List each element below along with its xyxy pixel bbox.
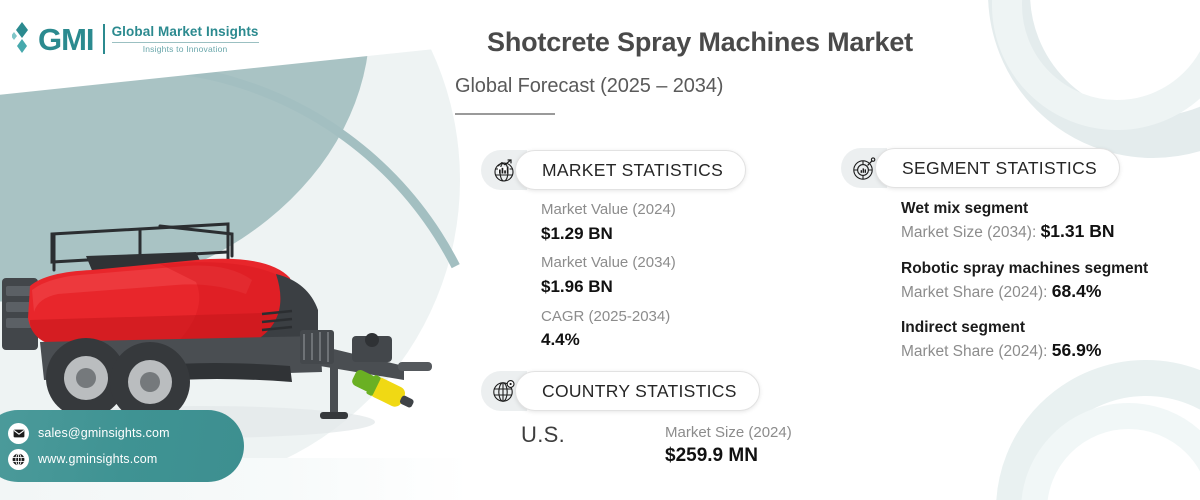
segment-metric-value: 68.4% [1051,280,1102,301]
logo-company-name: Global Market Insights [111,24,259,40]
country-statistics-badge: COUNTRY STATISTICS [481,371,760,411]
segment-item: Indirect segment Market Share (2024): 56… [901,318,1191,364]
market-statistics-label: MARKET STATISTICS [542,159,724,180]
segment-metric-value: 56.9% [1051,340,1102,361]
header-block: Shotcrete Spray Machines Market Global F… [455,27,1155,115]
country-metric-label: Market Size (2024) [665,424,792,441]
segment-metric-label: Market Share (2024): [901,343,1048,361]
globe-bar-chart-icon [494,159,514,182]
segment-item: Robotic spray machines segment Market Sh… [901,259,1191,305]
segment-title: Indirect segment [901,319,1026,337]
cagr-label: CAGR (2025-2034) [541,307,671,325]
country-metric-value: $259.9 MN [665,445,758,466]
market-statistics-label-pill: MARKET STATISTICS [515,150,747,190]
country-name: U.S. [521,422,565,447]
country-statistics-label: COUNTRY STATISTICS [542,380,737,401]
segment-title: Wet mix segment [901,200,1029,217]
segment-item: Wet mix segment Market Size (2034): $1.3… [901,199,1191,245]
header-divider [455,112,555,115]
segment-metric: Market Size (2034): $1.31 BN [901,219,1191,244]
segment-statistics-body: Wet mix segment Market Size (2034): $1.3… [901,199,1191,378]
envelope-icon [8,422,29,444]
market-value-2034-value: $1.96 BN [541,277,613,296]
globe-pin-icon [493,380,515,402]
segment-metric: Market Share (2024): 56.9% [901,338,1191,363]
segment-statistics-label: SEGMENT STATISTICS [902,157,1098,178]
contact-bar: sales@gminsights.com www.gminsights.com [0,410,244,482]
country-statistics-body: U.S. Market Size (2024) $259.9 MN [521,422,792,469]
cagr-value: 4.4% [541,330,580,350]
logo-divider [111,41,259,43]
gmi-diamond-icon [12,22,28,53]
target-donut-chart-icon [853,157,876,180]
segment-statistics-label-pill: SEGMENT STATISTICS [875,148,1121,188]
country-statistics-label-pill: COUNTRY STATISTICS [515,371,760,411]
segment-title: Robotic spray machines segment [901,259,1149,277]
logo-abbrev: GMI [38,21,95,57]
segment-statistics-badge: SEGMENT STATISTICS [841,148,1121,188]
contact-email-row[interactable]: sales@gminsights.com [8,422,244,444]
logo-wordmark: Global Market Insights Insights to Innov… [102,24,259,54]
globe-icon [8,448,29,470]
contact-website-row[interactable]: www.gminsights.com [8,448,244,470]
market-statistics-badge: MARKET STATISTICS [481,150,747,190]
page-title: Shotcrete Spray Machines Market [487,27,913,57]
contact-website[interactable]: www.gminsights.com [38,452,158,466]
country-metric: Market Size (2024) $259.9 MN [665,422,792,469]
logo-tagline: Insights to Innovation [142,43,228,54]
market-value-2024-label: Market Value (2024) [541,201,676,218]
segment-metric-label: Market Size (2034): [901,224,1037,242]
segment-metric-label: Market Share (2024): [901,283,1048,301]
page-subtitle: Global Forecast (2025 – 2034) [455,74,724,97]
arc-mask [0,0,528,119]
segment-metric-value: $1.31 BN [1040,221,1115,242]
brand-logo[interactable]: GMI Global Market Insights Insights to I… [12,22,259,56]
market-value-2034-label: Market Value (2034) [541,254,676,272]
segment-metric: Market Share (2024): 68.4% [901,279,1191,304]
bottom-right-ring-outer [996,360,1200,500]
contact-email[interactable]: sales@gminsights.com [38,426,170,440]
market-value-2024-value: $1.29 BN [541,223,613,243]
bottom-right-ring-inner [1021,403,1200,500]
market-statistics-body: Market Value (2024) $1.29 BN Market Valu… [541,199,676,359]
